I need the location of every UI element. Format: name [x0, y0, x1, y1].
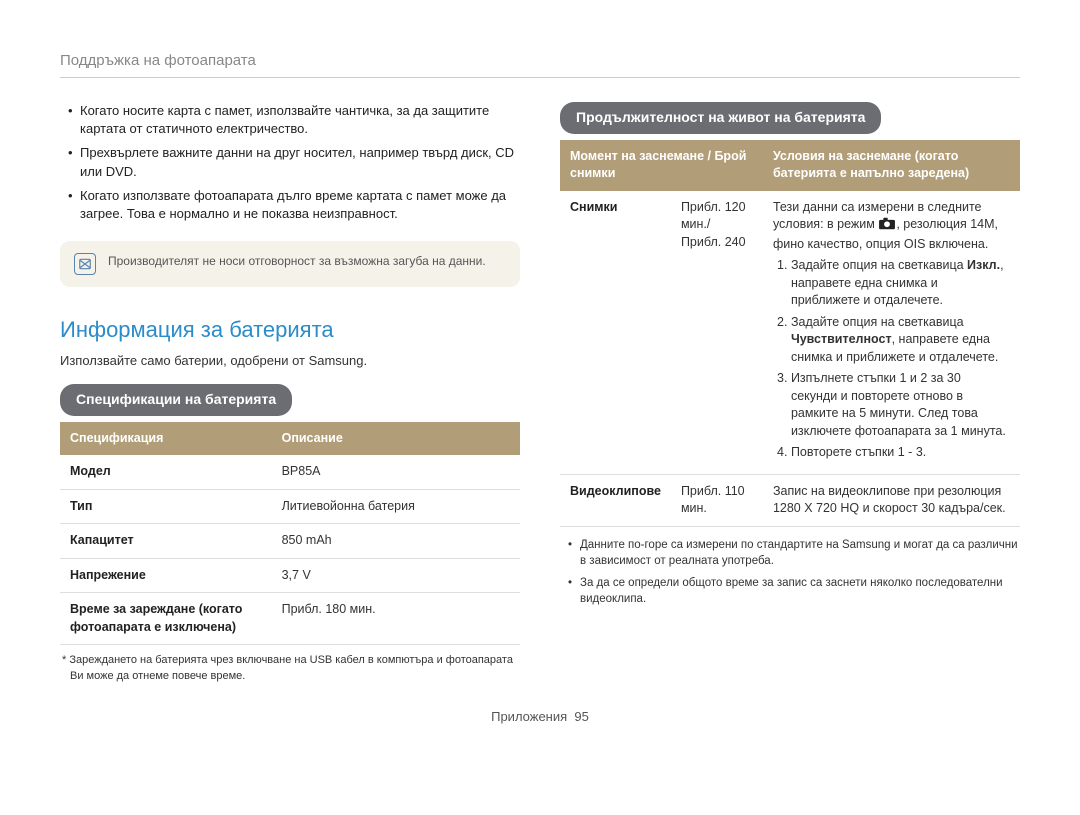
list-item: Изпълнете стъпки 1 и 2 за 30 секунди и п…	[791, 370, 1010, 440]
spec-head-key: Спецификация	[60, 422, 272, 456]
footer-label: Приложения	[491, 709, 567, 724]
page-header: Поддръжка на фотоапарата	[60, 50, 1020, 78]
videos-label: Видеоклипове	[560, 474, 671, 526]
table-row: Време за зареждане (когато фотоапарата е…	[60, 593, 520, 645]
memory-card-tips: Когато носите карта с памет, използвайте…	[60, 102, 520, 223]
photos-conditions: Тези данни са измерени в следните услови…	[763, 191, 1020, 475]
life-head-left: Момент на заснемане / Брой снимки	[560, 140, 763, 191]
right-column: Продължителност на живот на батерията Мо…	[560, 102, 1020, 684]
videos-value: Прибл. 110 мин.	[671, 474, 763, 526]
footer-page-number: 95	[574, 709, 588, 724]
spec-head-val: Описание	[272, 422, 520, 456]
life-head-right: Условия на заснемане (когато батерията е…	[763, 140, 1020, 191]
camera-mode-icon	[878, 217, 896, 236]
table-row: Капацитет 850 mAh	[60, 524, 520, 559]
life-pill: Продължителност на живот на батерията	[560, 102, 881, 134]
life-notes: Данните по-горе са измерени по стандарти…	[560, 537, 1020, 607]
list-item: Задайте опция на светкавица Изкл., напра…	[791, 257, 1010, 310]
condition-steps: Задайте опция на светкавица Изкл., напра…	[773, 257, 1010, 462]
table-row: Модел BP85A	[60, 455, 520, 489]
note-text: Производителят не носи отговорност за въ…	[108, 253, 486, 270]
table-row: Напрежение 3,7 V	[60, 558, 520, 593]
list-item: За да се определи общото време за запис …	[568, 575, 1020, 607]
spec-table: Спецификация Описание Модел BP85A Тип Ли…	[60, 422, 520, 646]
battery-life-table: Момент на заснемане / Брой снимки Услови…	[560, 140, 1020, 527]
videos-conditions: Запис на видеоклипове при резолюция 1280…	[763, 474, 1020, 526]
list-item: Когато използвате фотоапарата дълго врем…	[68, 187, 520, 223]
cond-intro: Тези данни са измерени в следните услови…	[773, 199, 1010, 254]
page-header-title: Поддръжка на фотоапарата	[60, 52, 256, 69]
table-row: Видеоклипове Прибл. 110 мин. Запис на ви…	[560, 474, 1020, 526]
list-item: Данните по-горе са измерени по стандарти…	[568, 537, 1020, 569]
list-item: Прехвърлете важните данни на друг носите…	[68, 144, 520, 180]
page-footer: Приложения 95	[60, 708, 1020, 726]
list-item: Задайте опция на светкавица Чувствително…	[791, 314, 1010, 367]
left-column: Когато носите карта с памет, използвайте…	[60, 102, 520, 684]
photos-value: Прибл. 120 мин./ Прибл. 240	[671, 191, 763, 475]
photos-label: Снимки	[560, 191, 671, 475]
note-box: Производителят не носи отговорност за въ…	[60, 241, 520, 287]
spec-pill: Спецификации на батерията	[60, 384, 292, 416]
table-row: Снимки Прибл. 120 мин./ Прибл. 240 Тези …	[560, 191, 1020, 475]
battery-info-subtext: Използвайте само батерии, одобрени от Sa…	[60, 352, 520, 370]
battery-info-heading: Информация за батерията	[60, 315, 520, 346]
spec-footnote: * Зареждането на батерията чрез включван…	[60, 653, 520, 684]
note-icon	[74, 253, 96, 275]
list-item: Когато носите карта с памет, използвайте…	[68, 102, 520, 138]
two-column-layout: Когато носите карта с памет, използвайте…	[60, 102, 1020, 684]
table-row: Тип Литиевойонна батерия	[60, 489, 520, 524]
list-item: Повторете стъпки 1 - 3.	[791, 444, 1010, 462]
